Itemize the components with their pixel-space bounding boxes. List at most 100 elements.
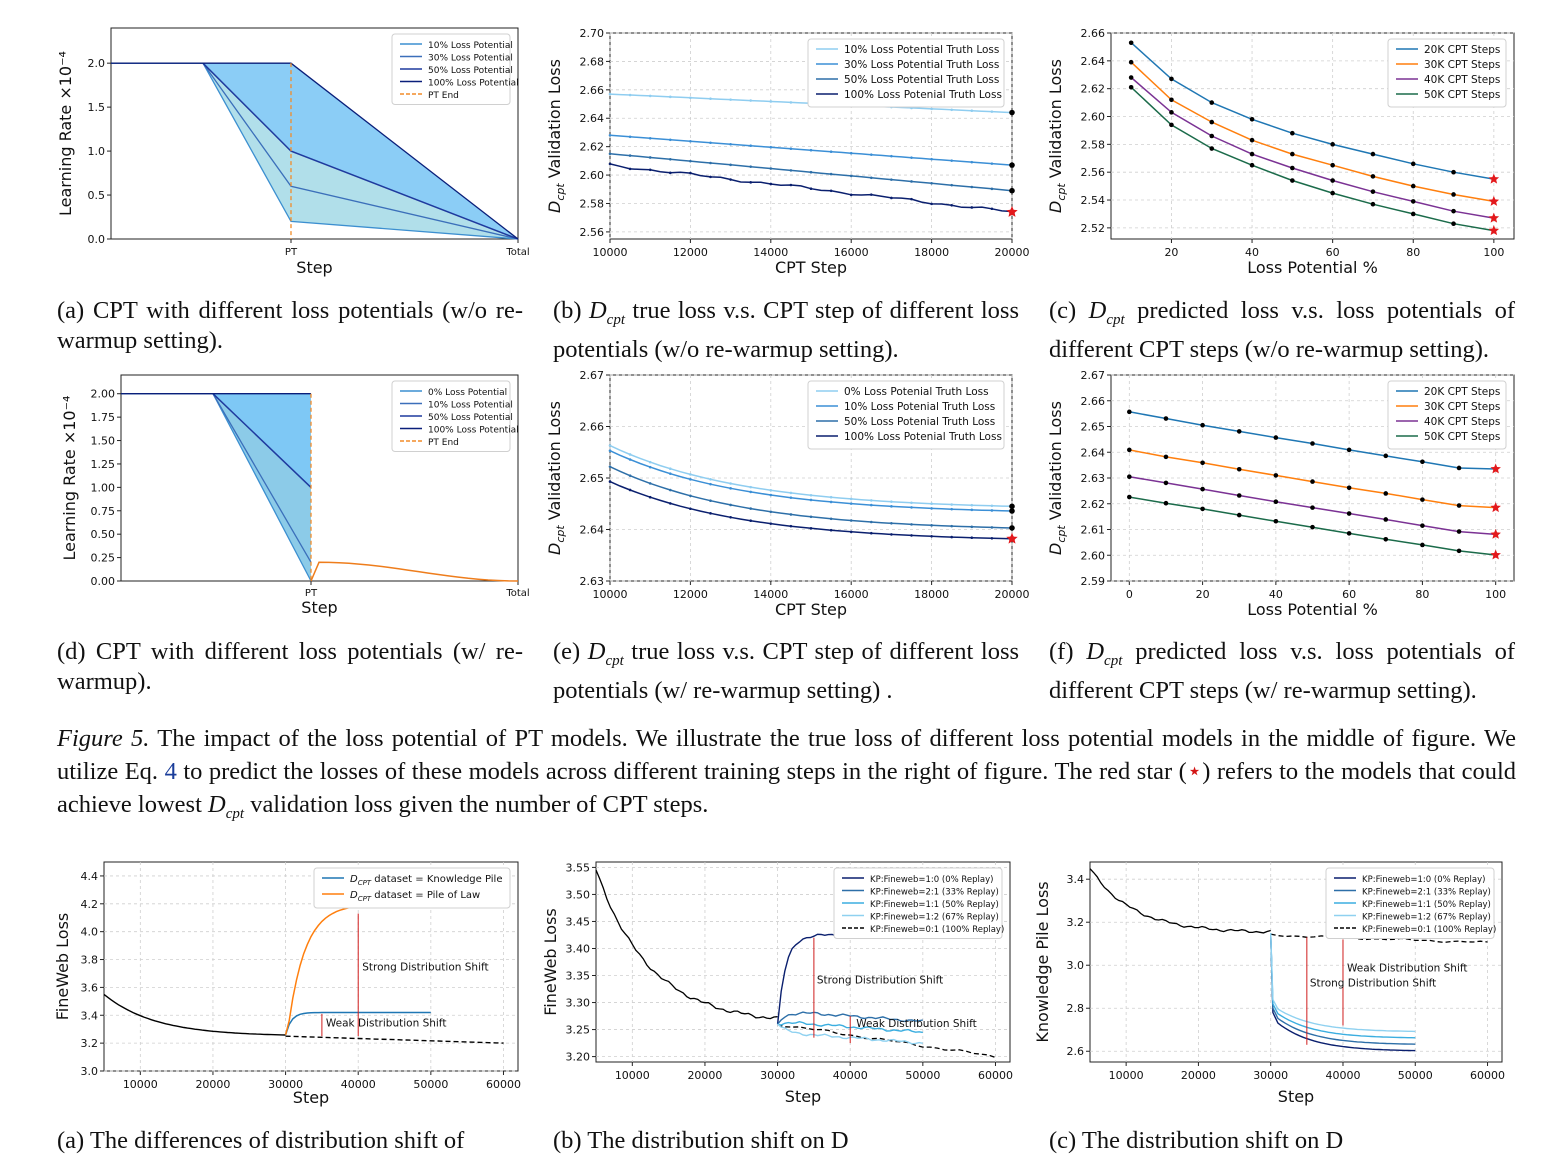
x-tick-label: 12000 <box>673 588 708 601</box>
best-star-marker <box>1490 463 1501 474</box>
series-marker <box>990 187 994 191</box>
series-marker <box>849 502 853 505</box>
x-tick-label: 14000 <box>753 246 788 259</box>
y-tick-label: 4.4 <box>81 870 99 883</box>
series-line <box>1130 61 1494 203</box>
series-marker <box>1420 459 1425 465</box>
x-axis-label: Step <box>296 258 332 277</box>
series-marker <box>749 144 752 148</box>
series-marker <box>1169 76 1174 82</box>
series-marker <box>930 182 933 185</box>
area-fill <box>203 63 518 240</box>
series-marker <box>1346 447 1352 453</box>
series-marker <box>1236 429 1242 434</box>
series-marker <box>870 531 873 535</box>
legend-label: 40K CPT Steps <box>1424 74 1500 86</box>
series-marker <box>1420 497 1425 502</box>
series-marker <box>1383 491 1389 496</box>
x-tick-label: 100 <box>1483 246 1504 259</box>
y-tick-label: 2.70 <box>580 27 605 40</box>
series-marker <box>769 488 773 492</box>
series-line <box>212 393 312 488</box>
series-marker <box>1451 221 1456 226</box>
series-marker <box>1200 422 1205 428</box>
figure-5-label: Figure 5. <box>57 725 150 752</box>
legend-label: 50K CPT Steps <box>1424 431 1500 443</box>
figure-5-text-4: validation loss given the number of CPT … <box>250 791 709 818</box>
red-star-icon: ⋆ <box>1186 758 1203 785</box>
series-line <box>202 62 519 240</box>
series-marker <box>1451 169 1456 175</box>
series-marker <box>1169 122 1174 128</box>
y-tick-label: 0.00 <box>91 575 116 588</box>
series-marker <box>970 109 974 113</box>
y-tick-label: 3.0 <box>81 1065 99 1078</box>
series-marker <box>648 465 652 469</box>
series-marker <box>709 477 712 481</box>
x-tick-label: 100 <box>1485 588 1506 601</box>
y-tick-label: 1.5 <box>88 101 106 114</box>
series-marker <box>1249 137 1255 143</box>
series-marker <box>749 181 752 184</box>
series-marker <box>1209 133 1215 139</box>
best-star-marker <box>1006 532 1018 544</box>
series-marker <box>1330 162 1335 168</box>
legend-f <box>1387 380 1507 450</box>
series-marker <box>1236 493 1242 498</box>
series-marker <box>628 154 632 157</box>
series-marker <box>1310 441 1315 446</box>
annotation-weak: Weak Distribution Shift <box>856 1018 977 1030</box>
series-marker <box>789 496 793 499</box>
y-tick-label: 2.62 <box>1081 83 1106 96</box>
series-marker <box>950 535 953 539</box>
series-marker <box>1290 151 1295 157</box>
y-tick-label: 2.65 <box>1081 421 1106 434</box>
series-marker <box>1370 189 1376 194</box>
equation-link[interactable]: 4 <box>164 758 177 785</box>
end-point <box>1009 525 1015 531</box>
chart-e: CPT Step Dcpt Validation Loss 10000 12000 14… <box>545 369 1030 619</box>
y-tick-label: 3.55 <box>566 861 591 874</box>
series-marker <box>628 458 632 461</box>
series-marker <box>1163 480 1169 486</box>
series-marker <box>669 95 672 99</box>
y-tick-label: 3.25 <box>566 1024 591 1037</box>
x-tick-label: 16000 <box>834 588 869 601</box>
legend-h <box>833 867 1003 939</box>
y-tick-label: 2.63 <box>1081 472 1106 485</box>
series-marker <box>1200 506 1205 512</box>
legend-label: 100% Loss Potenial Truth Loss <box>844 431 1002 443</box>
series-marker <box>910 506 913 509</box>
series-marker <box>950 203 953 207</box>
x-tick-label: 0 <box>1126 588 1133 601</box>
y-tick-label: 1.25 <box>91 458 116 471</box>
series-marker <box>628 474 632 477</box>
series-marker <box>870 193 873 196</box>
x-tick-label: 16000 <box>834 246 869 259</box>
panel-h: Step FineWeb Loss 10000 20000 30000 40000 5000… <box>541 856 1018 1116</box>
series-marker <box>1290 178 1295 183</box>
series-marker <box>1290 130 1295 136</box>
x-tick-label: 40000 <box>1325 1069 1360 1082</box>
pt-curve <box>1089 868 1271 934</box>
y-axis-label: Dcpt Validation Loss <box>1046 59 1068 213</box>
figure-5-math: Dcpt <box>208 791 245 822</box>
series-marker <box>990 509 994 512</box>
series-marker <box>749 485 752 489</box>
x-axis-label: CPT Step <box>775 258 847 277</box>
series-marker <box>729 516 732 519</box>
series-marker <box>1163 500 1169 506</box>
series-line <box>1130 42 1494 180</box>
pt-curve <box>103 993 286 1036</box>
series-marker <box>608 133 612 137</box>
y-tick-label: 2.66 <box>580 421 605 434</box>
series-marker <box>970 508 974 512</box>
series-marker <box>930 524 933 527</box>
series-marker <box>950 183 953 187</box>
series-marker <box>749 490 752 494</box>
x-tick-label: 80 <box>1406 246 1420 259</box>
y-tick-label: 2.60 <box>1081 549 1106 562</box>
series-marker <box>870 503 873 507</box>
y-tick-label: 2.8 <box>1067 1002 1085 1015</box>
x-tick-label: 20000 <box>195 1078 230 1091</box>
